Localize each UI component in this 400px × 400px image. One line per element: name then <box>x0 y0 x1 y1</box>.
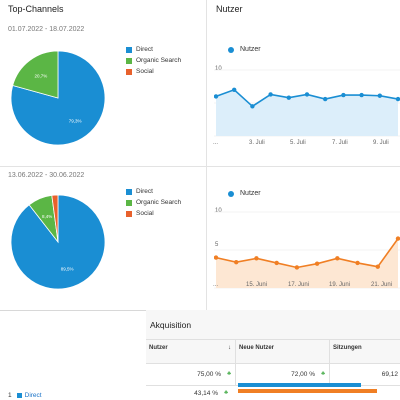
acquisition-header <box>146 310 400 340</box>
y-tick-10: 10 <box>215 66 222 72</box>
legend-item-organic-search: Organic Search <box>126 197 181 208</box>
up-icon: ♣ <box>227 371 231 377</box>
data-point[interactable] <box>214 94 219 99</box>
data-point[interactable] <box>274 260 279 266</box>
legend-item-direct: Direct <box>126 44 181 55</box>
data-point[interactable] <box>268 92 273 97</box>
data-point[interactable] <box>232 87 237 92</box>
x-tick: 7. Juli <box>332 140 348 146</box>
data-point[interactable] <box>377 93 382 98</box>
column-header-nutzer[interactable]: Nutzer ↓ <box>146 340 236 364</box>
data-point[interactable] <box>395 96 400 102</box>
pie-slice-label: 89,5% <box>61 267 74 272</box>
series-area <box>216 238 398 288</box>
line-legend-1: Nutzer <box>228 46 261 53</box>
legend-dot <box>228 46 234 53</box>
x-tick: 5. Juli <box>290 140 306 146</box>
data-point[interactable] <box>359 92 364 98</box>
x-tick: 17. Juni <box>288 282 310 288</box>
column-header-sitzungen[interactable]: Sitzungen <box>330 340 400 364</box>
nutzer-title: Nutzer <box>216 4 243 14</box>
data-point[interactable] <box>254 256 259 261</box>
data-point[interactable] <box>286 95 291 100</box>
line-chart-nutzer-2 <box>214 211 400 289</box>
data-point[interactable] <box>323 96 328 102</box>
channel-swatch <box>16 393 22 398</box>
pie-chart-period1: 79,3% 20,7% <box>10 50 106 146</box>
data-point[interactable] <box>250 104 255 109</box>
legend-dot <box>228 190 234 197</box>
acquisition-table: Akquisition Nutzer ↓ Neue Nutzer Sitzung… <box>0 310 400 400</box>
x-tick: 21. Juni <box>371 282 393 288</box>
up-icon: ♣ <box>321 371 325 377</box>
pie-slice-organic-search <box>12 50 59 99</box>
top-channels-title: Top-Channels <box>8 4 64 14</box>
legend-item-organic-search: Organic Search <box>126 55 181 66</box>
row-value-nutzer: 43,14 % ♣ <box>194 390 228 397</box>
link-direct[interactable]: Direct <box>24 392 42 399</box>
series-area <box>216 89 398 136</box>
pie-slice-label: 20,7% <box>35 74 48 79</box>
x-tick: 15. Juni <box>246 282 268 288</box>
data-point[interactable] <box>395 236 400 241</box>
data-point[interactable] <box>341 92 346 98</box>
x-tick: 19. Juni <box>329 282 351 288</box>
x-tick: 9. Juli <box>373 140 389 146</box>
data-point[interactable] <box>304 92 310 97</box>
line-legend-2: Nutzer <box>228 190 261 197</box>
pie-slice-social <box>51 194 59 243</box>
table-row-label: 1 Direct <box>8 392 42 399</box>
pie-chart-period2: 89,5% 8,4% <box>10 194 106 290</box>
y-tick-10: 10 <box>215 208 222 214</box>
y-tick-5: 5 <box>215 242 219 248</box>
data-point[interactable] <box>375 264 380 269</box>
pie-legend-1: Direct Organic Search Social <box>126 44 181 77</box>
data-point[interactable] <box>335 256 340 261</box>
column-header-neue-nutzer[interactable]: Neue Nutzer <box>236 340 330 364</box>
pie-slice-label: 79,3% <box>69 118 82 123</box>
x-tick: ... <box>213 282 219 288</box>
pie-slice-label: 8,4% <box>42 214 52 219</box>
line-chart-nutzer-1 <box>214 69 400 137</box>
total-sitzungen: 69,12 <box>330 364 400 386</box>
data-point[interactable] <box>294 265 300 270</box>
sort-desc-icon[interactable]: ↓ <box>228 345 231 351</box>
legend-item-social: Social <box>126 208 181 219</box>
x-tick: 3. Juli <box>249 140 265 146</box>
legend-item-social: Social <box>126 66 181 77</box>
series-line <box>215 238 399 269</box>
row-bar-previous <box>238 389 378 393</box>
data-point[interactable] <box>214 255 219 260</box>
x-tick: ... <box>213 140 219 146</box>
up-icon: ♣ <box>224 390 228 396</box>
acquisition-title: Akquisition <box>150 320 192 330</box>
row-bar-current <box>238 383 362 387</box>
data-point[interactable] <box>355 260 360 266</box>
data-point[interactable] <box>314 261 320 266</box>
data-point[interactable] <box>234 259 239 265</box>
legend-item-direct: Direct <box>126 186 181 197</box>
total-nutzer: 75,00 % ♣ <box>146 364 236 386</box>
pie-legend-2: Direct Organic Search Social <box>126 186 181 219</box>
date-range-1: 01.07.2022 - 18.07.2022 <box>8 26 85 33</box>
date-range-2: 13.06.2022 - 30.06.2022 <box>8 172 85 179</box>
